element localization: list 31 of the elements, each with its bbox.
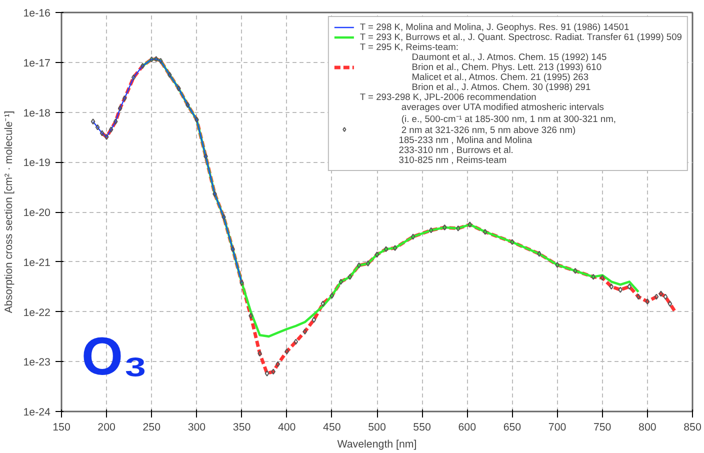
x-tick-label: 400 xyxy=(278,422,296,434)
x-tick-label: 500 xyxy=(368,422,386,434)
x-tick-label: 650 xyxy=(503,422,522,434)
x-tick-label: 700 xyxy=(548,422,566,434)
legend-label: T = 295 K, Reims-team: Daumont et al., J. Atmos. Chem. 15 (1992) 145 Brion et al., Chem. Phys. Lett. 213 (1993) 610 Malicet et al., Atmos. Chem. 21 (1995) 263 Brion et al., J. Atmos. Chem. 30 (1998) 291 xyxy=(360,42,607,92)
legend-label: T = 293-298 K, JPL-2006 recommendation averages over UTA modified atmosheric intervals (i. e., 500-cm⁻¹ at 185-300 nm, 1 nm at 300-321 nm, 2 nm at 321-326 nm, 5 nm above 326 nm) 185-233 nm , Molina and Molina 233-310 nm , Burrows et al. 310-825 nm , Reims-team xyxy=(360,92,616,165)
x-axis-title: Wavelength [nm] xyxy=(337,438,417,450)
y-tick-label: 1e-16 xyxy=(23,8,51,20)
x-tick-label: 350 xyxy=(232,422,251,434)
x-tick-label: 850 xyxy=(684,422,702,434)
y-axis-title: Absorption cross section [cm² · molecule⁻¹] xyxy=(3,110,16,314)
x-tick-label: 250 xyxy=(142,422,161,434)
y-tick-label: 1e-21 xyxy=(23,256,51,269)
x-tick-label: 200 xyxy=(98,422,116,434)
x-tick-label: 150 xyxy=(52,422,70,434)
y-tick-label: 1e-17 xyxy=(23,57,51,70)
y-tick-label: 1e-19 xyxy=(23,157,51,170)
x-tick-label: 750 xyxy=(593,422,612,434)
y-tick-label: 1e-24 xyxy=(23,406,51,418)
legend-label: T = 298 K, Molina and Molina, J. Geophys. Res. 91 (1986) 14501 xyxy=(360,22,630,32)
y-tick-label: 1e-23 xyxy=(23,356,51,369)
annotation: O₃ xyxy=(82,328,148,386)
x-tick-label: 600 xyxy=(458,422,476,434)
y-tick-label: 1e-20 xyxy=(23,207,51,219)
y-tick-label: 1e-22 xyxy=(23,306,51,319)
x-tick-label: 450 xyxy=(323,422,341,434)
y-tick-label: 1e-18 xyxy=(23,107,51,120)
legend-label: T = 293 K, Burrows et al., J. Quant. Spectrosc. Radiat. Transfer 61 (1999) 509 xyxy=(360,32,682,42)
x-tick-label: 300 xyxy=(188,422,206,434)
x-tick-label: 550 xyxy=(413,422,432,434)
x-tick-label: 800 xyxy=(638,422,656,434)
